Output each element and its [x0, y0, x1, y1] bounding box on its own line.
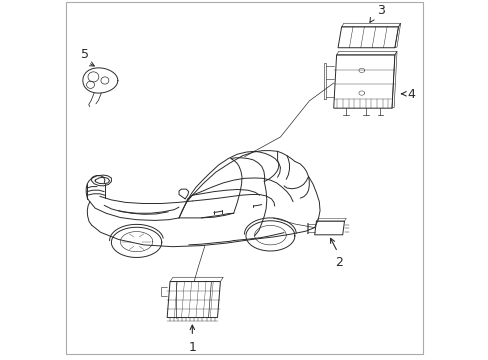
Text: 3: 3 — [377, 4, 385, 17]
Text: 1: 1 — [188, 341, 196, 354]
Text: 2: 2 — [335, 256, 343, 269]
Text: 5: 5 — [81, 48, 89, 61]
Text: 4: 4 — [407, 88, 414, 101]
